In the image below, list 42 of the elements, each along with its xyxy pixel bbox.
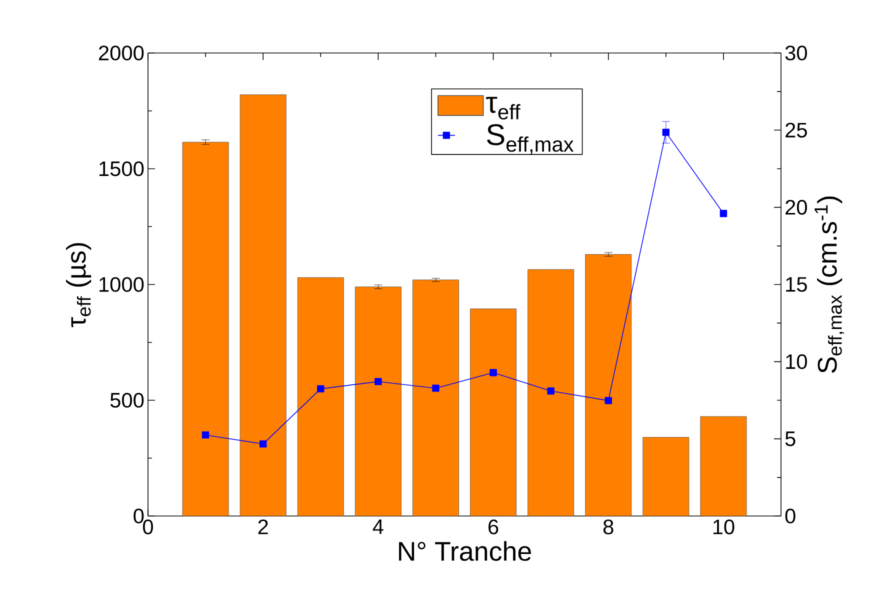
y-tick-label: 1000 [100,277,144,292]
bar [297,277,344,516]
point [490,369,497,376]
y2-tick-label: 5 [785,432,796,446]
y2-tick-label: 25 [786,122,807,138]
x-tick-label: 4 [372,520,384,534]
bar [240,94,286,516]
bar [354,286,402,516]
y2-tick-label: 0 [785,508,796,524]
bar [642,437,690,516]
bar [182,142,229,516]
y-tick-label: 2000 [98,46,144,60]
point [317,385,324,392]
point [374,378,382,386]
y-tick-label: 1500 [100,161,144,176]
bar [528,269,574,516]
point [432,384,440,392]
x-tick-label: 6 [488,520,498,534]
bar [585,254,632,516]
y-tick-label: 500 [110,392,144,408]
x-tick-label: 10 [713,520,734,534]
y2-axis-title: S$_{eff,max}$ (cm.s$^{-1}$) [814,196,844,373]
point [202,431,210,439]
bar [470,308,516,516]
y2-tick-label: 10 [786,354,807,370]
x-tick-label: 2 [258,520,268,534]
y2-tick-label: 15 [786,277,807,292]
point [662,128,670,136]
legend-label: τ$_{eff}$ [486,96,520,120]
y-axis-title: τ$_{eff}$ (µs) [66,243,92,328]
bar [412,280,459,516]
y-tick-label: 0 [134,508,144,524]
bar [700,416,747,516]
x-axis-title: N° Tranche [399,541,531,561]
y2-tick-label: 30 [785,46,807,60]
point [720,210,728,218]
point [260,440,267,448]
legend-label: S$_{eff,max}$ [487,124,574,154]
x-tick-label: 8 [603,520,614,534]
point [604,396,612,404]
point [547,387,554,395]
y2-tick-label: 20 [786,200,807,215]
